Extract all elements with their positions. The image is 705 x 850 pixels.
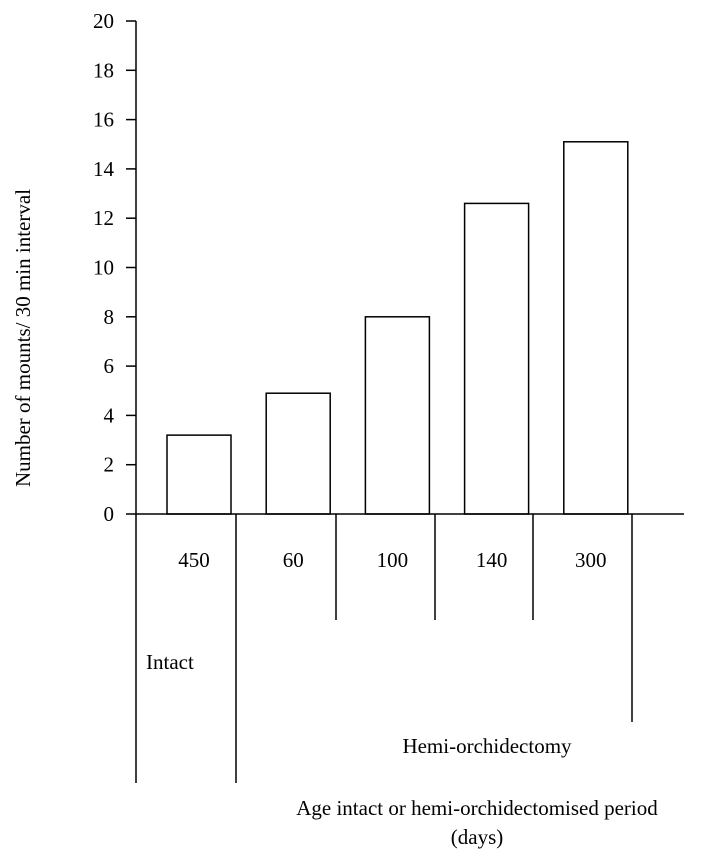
y-tick-label: 4 [104, 403, 115, 427]
group-label-intact: Intact [146, 650, 194, 674]
bars [166, 141, 629, 515]
y-axis-ticks: 0 2 4 6 8 10 12 14 16 18 20 [93, 9, 136, 526]
y-tick-label: 2 [104, 453, 115, 477]
y-tick-label: 16 [93, 108, 114, 132]
category-label-60: 60 [283, 548, 304, 572]
category-label-450: 450 [178, 548, 210, 572]
y-tick-label: 18 [93, 58, 114, 82]
category-label-100: 100 [377, 548, 409, 572]
x-axis-title-line-2: (days) [451, 825, 503, 849]
category-label-300: 300 [575, 548, 607, 572]
y-tick-label: 12 [93, 206, 114, 230]
category-separators [135, 514, 633, 783]
y-tick-label: 8 [104, 305, 115, 329]
category-label-140: 140 [476, 548, 508, 572]
y-tick-label: 20 [93, 9, 114, 33]
group-label-hemi-orchidectomy: Hemi-orchidectomy [402, 734, 572, 758]
bar-100 [364, 316, 431, 515]
bar-140 [463, 202, 530, 515]
y-tick-label: 6 [104, 354, 115, 378]
bar-300 [563, 141, 629, 515]
x-axis-title-line-1: Age intact or hemi-orchidectomised perio… [296, 796, 658, 820]
bar-450 [166, 434, 232, 515]
y-tick-label: 10 [93, 256, 114, 280]
y-tick-label: 0 [104, 502, 115, 526]
y-tick-label: 14 [93, 157, 115, 181]
bar-60 [265, 392, 331, 515]
axes [135, 21, 684, 515]
category-labels: 450 60 100 140 300 [178, 548, 606, 572]
y-axis-title: Number of mounts/ 30 min interval [11, 189, 35, 487]
